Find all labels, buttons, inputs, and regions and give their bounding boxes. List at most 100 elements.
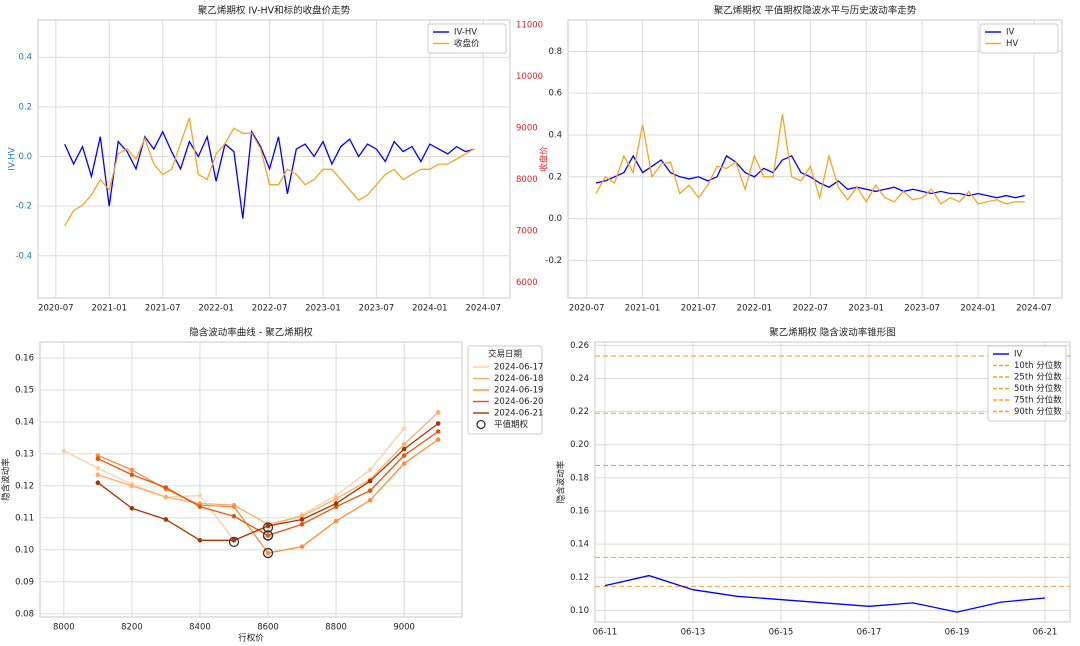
point <box>231 537 237 543</box>
y2-tick-label: 7000 <box>516 227 538 237</box>
y-tick-label: 0.10 <box>570 606 589 616</box>
legend-label: 2024-06-20 <box>494 397 543 407</box>
x-tick-label: 2024-07 <box>466 304 502 314</box>
x-tick-label: 2020-07 <box>38 304 74 314</box>
x-tick-label: 2021-07 <box>681 304 717 314</box>
chart-title: 隐含波动率曲线 - 聚乙烯期权 <box>189 327 313 339</box>
legend-label: 10th 分位数 <box>1014 360 1062 371</box>
x-tick-label: 2024-01 <box>960 304 996 314</box>
point <box>333 504 339 509</box>
point <box>367 467 373 473</box>
x-tick-label: 2023-01 <box>849 304 885 314</box>
y-tick-label: 0.20 <box>570 440 589 450</box>
legend-label: IV-HV <box>454 28 477 38</box>
point <box>299 544 305 549</box>
point <box>265 533 271 538</box>
legend-label: 2024-06-19 <box>494 386 543 396</box>
point <box>333 493 339 498</box>
point <box>367 497 373 503</box>
y-tick-label: 0.14 <box>15 417 34 427</box>
y-tick-label: 0.15 <box>15 385 34 395</box>
y-axis-label: 隐含波动率 <box>1 458 12 501</box>
y-axis-label: IV-HV <box>8 147 18 170</box>
chart-title: 聚乙烯期权 隐含波动率锥形图 <box>769 327 896 339</box>
point <box>129 505 135 511</box>
point <box>435 429 441 434</box>
legend-box <box>427 23 507 54</box>
point <box>129 483 135 489</box>
point <box>95 453 101 458</box>
plot-frame <box>567 19 1063 299</box>
y2-tick-label: 10000 <box>516 72 543 82</box>
y-tick-label: -0.2 <box>545 256 562 266</box>
x-tick-label: 2024-01 <box>412 304 448 314</box>
x-tick-label: 2021-07 <box>145 304 181 314</box>
point <box>333 496 339 501</box>
point <box>163 485 169 490</box>
point <box>435 410 441 415</box>
y-tick-label: 0.6 <box>548 89 562 99</box>
x-tick-label: 2022-01 <box>737 304 773 314</box>
series-line <box>595 154 1025 199</box>
point <box>265 523 271 529</box>
point <box>61 448 67 454</box>
x-tick-label: 2021-01 <box>91 304 127 314</box>
x-tick-label: 2020-07 <box>569 304 605 314</box>
point <box>299 513 305 519</box>
atm-marker <box>228 536 240 548</box>
y2-tick-label: 9000 <box>516 124 538 134</box>
legend-label: 收盘价 <box>454 38 480 49</box>
point <box>265 550 271 556</box>
x-tick-label: 2022-07 <box>252 304 288 314</box>
y-tick-label: 0.2 <box>548 172 562 182</box>
point <box>401 426 407 431</box>
y-tick-label: 0.4 <box>548 130 562 140</box>
legend-label: 50th 分位数 <box>1014 383 1062 394</box>
chart-title: 聚乙烯期权 平值期权隐波水平与历史波动率走势 <box>714 5 917 17</box>
y-tick-label: 0.16 <box>15 353 34 363</box>
y-tick-label: 0.08 <box>15 609 34 619</box>
point <box>163 517 169 522</box>
point <box>401 446 407 452</box>
y-tick-label: -0.4 <box>15 251 32 261</box>
x-tick-label: 8000 <box>53 623 75 633</box>
atm-marker <box>262 522 274 533</box>
point <box>129 467 135 473</box>
point <box>367 478 373 484</box>
legend-label: 2024-06-18 <box>494 374 543 384</box>
y-tick-label: 0.13 <box>15 449 34 459</box>
legend-label: IV <box>1006 28 1015 38</box>
legend-label: 75th 分位数 <box>1014 395 1062 406</box>
atm-marker <box>262 547 274 559</box>
y-tick-label: 0.4 <box>18 53 32 63</box>
y-tick-label: 0.0 <box>548 214 562 224</box>
series-line <box>63 427 405 542</box>
point <box>435 421 441 426</box>
legend-box <box>987 345 1067 422</box>
legend-box <box>979 23 1059 54</box>
y-tick-label: 0.8 <box>548 47 562 57</box>
x-tick-label: 06-11 <box>593 628 618 638</box>
y-tick-label: 0.11 <box>15 513 34 523</box>
legend-label: 90th 分位数 <box>1014 406 1062 417</box>
plot-frame <box>594 341 1071 623</box>
y-tick-label: 0.10 <box>15 545 34 555</box>
legend-label: 平值期权 <box>494 419 529 430</box>
y2-tick-label: 6000 <box>516 278 538 288</box>
x-tick-label: 8400 <box>189 623 211 633</box>
y2-tick-label: 11000 <box>516 21 543 31</box>
point <box>367 488 373 493</box>
series-line <box>64 129 475 219</box>
point <box>401 442 407 447</box>
x-tick-label: 06-13 <box>681 628 706 638</box>
legend-swatch <box>476 419 486 430</box>
x-tick-label: 2022-07 <box>793 304 829 314</box>
y-tick-label: 0.26 <box>570 341 589 351</box>
x-tick-label: 06-19 <box>945 628 970 638</box>
plot-frame <box>37 19 511 299</box>
point <box>197 504 203 509</box>
x-tick-label: 2023-07 <box>904 304 940 314</box>
x-tick-label: 8600 <box>257 623 279 633</box>
y-tick-label: 0.16 <box>570 506 589 516</box>
